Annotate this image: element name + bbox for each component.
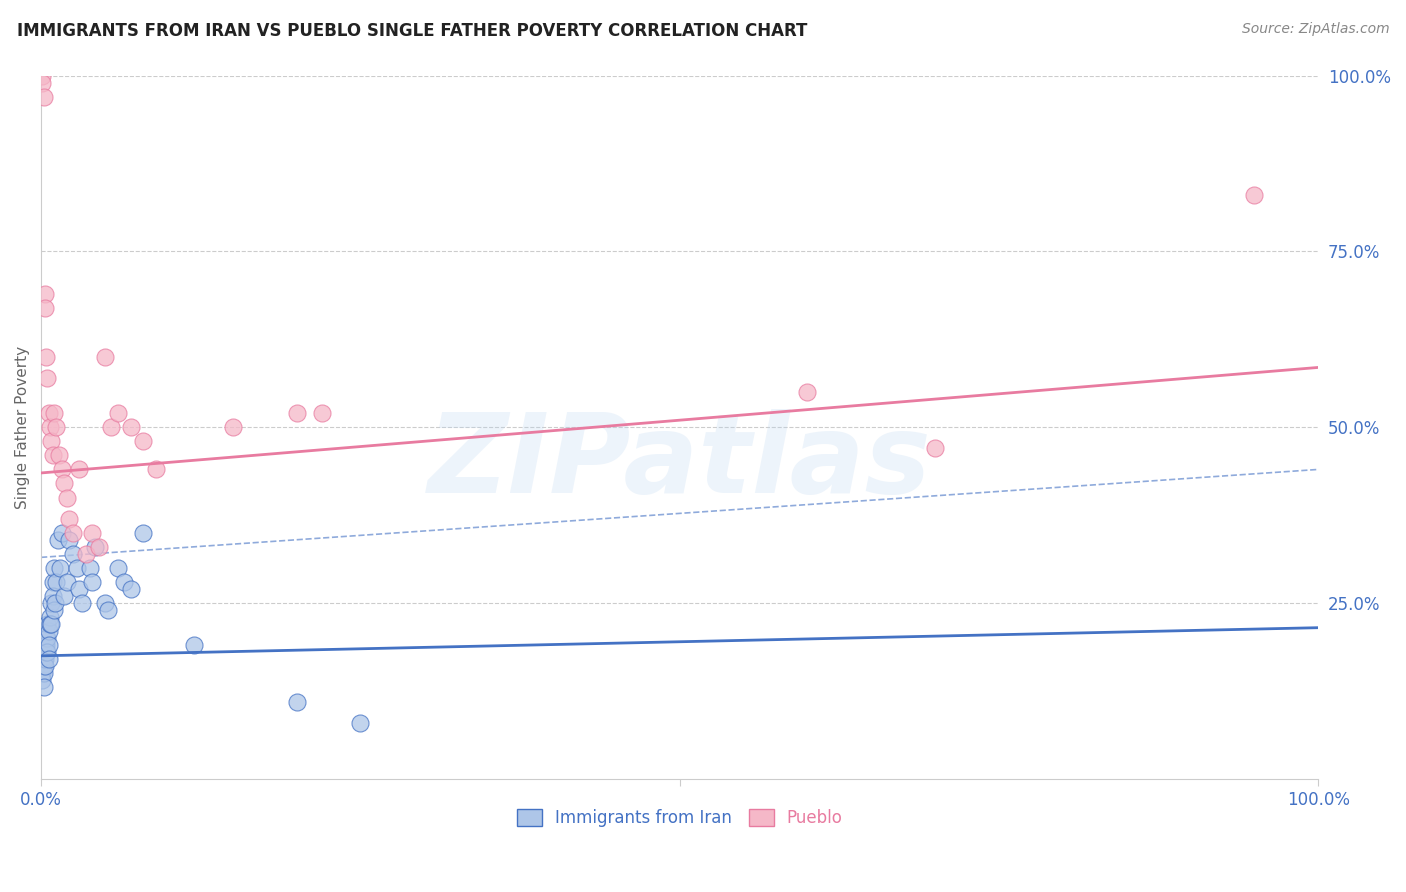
Point xyxy=(120,420,142,434)
Point xyxy=(100,420,122,434)
Point xyxy=(41,574,63,589)
Point xyxy=(34,301,56,315)
Point xyxy=(49,561,72,575)
Point xyxy=(35,645,58,659)
Legend: Immigrants from Iran, Pueblo: Immigrants from Iran, Pueblo xyxy=(510,803,849,834)
Point xyxy=(32,666,55,681)
Point xyxy=(31,659,53,673)
Point xyxy=(44,596,66,610)
Point xyxy=(82,525,104,540)
Point xyxy=(39,610,62,624)
Point xyxy=(41,448,63,462)
Point xyxy=(39,420,62,434)
Point xyxy=(120,582,142,596)
Point xyxy=(67,462,90,476)
Point xyxy=(349,715,371,730)
Point xyxy=(45,420,67,434)
Point xyxy=(132,434,155,449)
Point xyxy=(31,76,53,90)
Point xyxy=(132,525,155,540)
Point xyxy=(37,632,59,646)
Point xyxy=(31,652,53,666)
Point xyxy=(32,652,55,666)
Point xyxy=(37,371,59,385)
Point xyxy=(46,533,69,547)
Point xyxy=(34,659,56,673)
Point xyxy=(75,547,97,561)
Point xyxy=(45,574,67,589)
Text: ZIPatlas: ZIPatlas xyxy=(427,409,932,516)
Point xyxy=(82,574,104,589)
Point xyxy=(35,350,58,364)
Point xyxy=(83,540,105,554)
Point xyxy=(51,525,73,540)
Point xyxy=(79,561,101,575)
Point xyxy=(96,603,118,617)
Point xyxy=(796,385,818,400)
Point xyxy=(34,652,56,666)
Point xyxy=(62,525,84,540)
Point xyxy=(221,420,243,434)
Text: Source: ZipAtlas.com: Source: ZipAtlas.com xyxy=(1241,22,1389,37)
Point xyxy=(39,617,62,632)
Point xyxy=(87,540,110,554)
Point xyxy=(55,491,77,505)
Point xyxy=(55,574,77,589)
Point xyxy=(42,561,65,575)
Point xyxy=(38,624,60,639)
Point xyxy=(35,638,58,652)
Point xyxy=(38,406,60,420)
Point xyxy=(32,89,55,103)
Point xyxy=(41,589,63,603)
Point xyxy=(66,561,89,575)
Point xyxy=(32,659,55,673)
Point xyxy=(1243,188,1265,202)
Point xyxy=(51,462,73,476)
Point xyxy=(48,448,70,462)
Point xyxy=(31,666,53,681)
Point xyxy=(35,632,58,646)
Point xyxy=(32,681,55,695)
Point xyxy=(31,673,53,688)
Point xyxy=(70,596,93,610)
Y-axis label: Single Father Poverty: Single Father Poverty xyxy=(15,346,30,508)
Point xyxy=(285,694,308,708)
Point xyxy=(41,596,63,610)
Point xyxy=(62,547,84,561)
Point xyxy=(38,638,60,652)
Point xyxy=(58,533,80,547)
Point xyxy=(145,462,167,476)
Text: IMMIGRANTS FROM IRAN VS PUEBLO SINGLE FATHER POVERTY CORRELATION CHART: IMMIGRANTS FROM IRAN VS PUEBLO SINGLE FA… xyxy=(17,22,807,40)
Point xyxy=(37,645,59,659)
Point xyxy=(38,652,60,666)
Point xyxy=(94,350,117,364)
Point xyxy=(32,645,55,659)
Point xyxy=(112,574,135,589)
Point xyxy=(53,476,76,491)
Point xyxy=(41,617,63,632)
Point xyxy=(183,638,205,652)
Point xyxy=(31,69,53,83)
Point xyxy=(34,638,56,652)
Point xyxy=(285,406,308,420)
Point xyxy=(67,582,90,596)
Point xyxy=(924,442,946,456)
Point xyxy=(107,561,129,575)
Point xyxy=(34,286,56,301)
Point xyxy=(37,617,59,632)
Point xyxy=(58,511,80,525)
Point xyxy=(94,596,117,610)
Point xyxy=(42,406,65,420)
Point xyxy=(41,434,63,449)
Point xyxy=(311,406,333,420)
Point xyxy=(42,603,65,617)
Point xyxy=(34,645,56,659)
Point xyxy=(107,406,129,420)
Point xyxy=(53,589,76,603)
